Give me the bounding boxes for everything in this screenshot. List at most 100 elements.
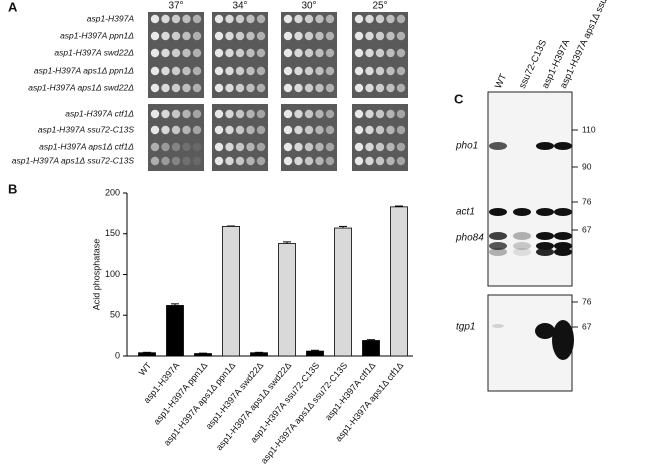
bar: [222, 226, 240, 357]
spot: [192, 156, 202, 166]
spot: [192, 66, 202, 76]
spot: [283, 31, 293, 41]
spot: [150, 14, 160, 24]
band: [489, 208, 507, 216]
panel-label: C: [454, 91, 464, 106]
band: [552, 320, 574, 360]
spot: [375, 109, 385, 119]
spot: [235, 31, 245, 41]
strain-label: asp1-H397A ctf1Δ: [65, 108, 134, 118]
temperature-label: 37°: [168, 1, 183, 12]
spot: [171, 31, 181, 41]
spot: [304, 156, 314, 166]
spot: [294, 31, 303, 41]
y-axis-title: Acid phosphatase: [91, 239, 101, 311]
spot: [246, 66, 255, 76]
spot: [171, 142, 181, 152]
strain-label: asp1-H397A aps1Δ ppn1Δ: [34, 65, 134, 75]
spot: [235, 109, 245, 119]
spot: [304, 83, 314, 93]
spot: [315, 83, 324, 93]
band: [554, 142, 572, 150]
spot: [375, 48, 385, 58]
spot: [294, 142, 303, 152]
spot: [235, 66, 245, 76]
spot: [235, 14, 245, 24]
spot: [315, 125, 324, 135]
spot: [214, 125, 224, 135]
spot: [235, 83, 245, 93]
spot: [304, 125, 314, 135]
spot: [182, 156, 191, 166]
spot: [396, 14, 406, 24]
spot: [192, 14, 202, 24]
band-label: tgp1: [456, 322, 475, 333]
spot: [365, 48, 374, 58]
bar: [306, 350, 324, 357]
spot: [256, 109, 266, 119]
spot: [225, 48, 234, 58]
spot: [150, 66, 160, 76]
spot: [246, 109, 255, 119]
spot: [182, 31, 191, 41]
spot: [386, 83, 395, 93]
band: [554, 242, 572, 250]
spot: [192, 83, 202, 93]
band: [554, 248, 572, 256]
spot: [150, 48, 160, 58]
spot: [315, 66, 324, 76]
temperature-label: 30°: [301, 1, 316, 12]
spot: [235, 125, 245, 135]
band-label: act1: [456, 207, 475, 218]
spot: [294, 109, 303, 119]
spot: [214, 48, 224, 58]
spot: [294, 156, 303, 166]
spot: [294, 83, 303, 93]
spot: [396, 48, 406, 58]
spot: [161, 66, 170, 76]
spot: [182, 125, 191, 135]
spot: [182, 83, 191, 93]
temperature-label: 25°: [372, 1, 387, 12]
spot: [161, 109, 170, 119]
spot: [354, 66, 364, 76]
spot: [375, 66, 385, 76]
bar: [138, 352, 156, 357]
spot: [225, 83, 234, 93]
strain-label: asp1-H397A: [87, 13, 135, 23]
spot: [396, 109, 406, 119]
spot: [192, 125, 202, 135]
spot: [283, 14, 293, 24]
spot: [246, 142, 255, 152]
spot: [256, 125, 266, 135]
spot: [304, 14, 314, 24]
spot: [375, 14, 385, 24]
spot: [396, 83, 406, 93]
spot: [386, 14, 395, 24]
spot: [304, 48, 314, 58]
spot: [325, 31, 335, 41]
spot: [214, 31, 224, 41]
spot: [294, 48, 303, 58]
spot: [365, 142, 374, 152]
marker-label: 76: [582, 296, 592, 306]
strain-label: asp1-H397A ppn1Δ: [60, 30, 134, 40]
spot: [225, 14, 234, 24]
band: [536, 242, 554, 250]
spot: [396, 31, 406, 41]
band: [536, 208, 554, 216]
band: [492, 324, 504, 328]
spot: [375, 142, 385, 152]
y-tick-label: 150: [105, 228, 120, 238]
band: [513, 208, 531, 216]
bar: [390, 206, 408, 357]
spot: [283, 48, 293, 58]
strain-label: asp1-H397A swd22Δ: [54, 47, 134, 57]
spot: [386, 125, 395, 135]
band: [536, 232, 554, 240]
spot: [325, 14, 335, 24]
spot: [171, 48, 181, 58]
bar: [278, 243, 296, 357]
spot: [396, 156, 406, 166]
spot: [354, 31, 364, 41]
